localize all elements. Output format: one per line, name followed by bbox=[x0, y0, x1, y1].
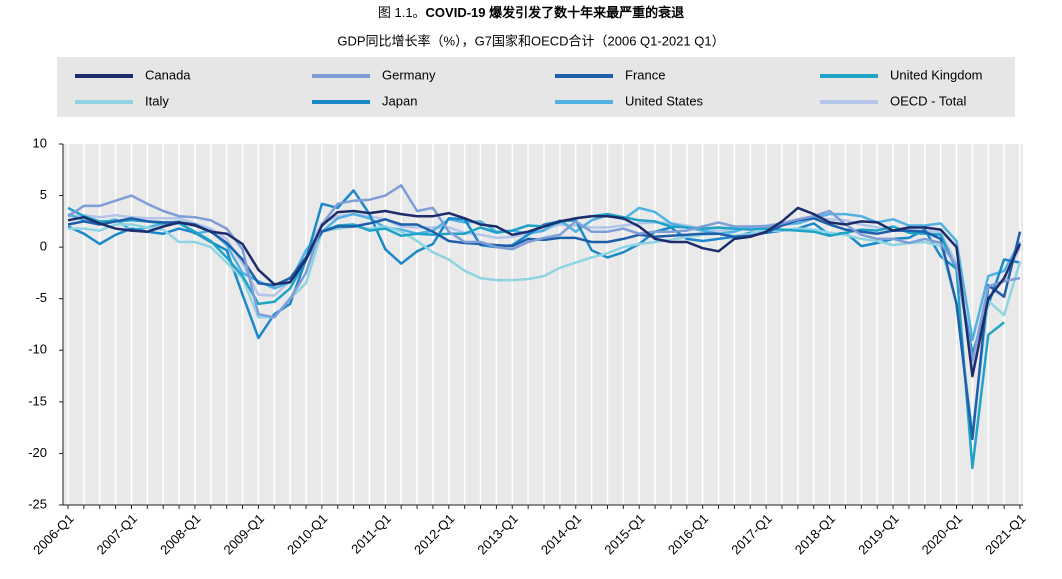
legend-label: Canada bbox=[145, 67, 191, 82]
y-tick-label: -15 bbox=[28, 393, 47, 408]
series-line bbox=[67, 206, 1022, 378]
legend-box bbox=[57, 57, 1015, 117]
plot-area bbox=[63, 144, 1023, 505]
figure-label: 图 1.1。 bbox=[378, 5, 426, 20]
chart-title: COVID-19 爆发引发了数十年来最严重的衰退 bbox=[426, 5, 685, 20]
legend-label: France bbox=[625, 67, 665, 82]
x-tick-label: 2010-Q1 bbox=[284, 511, 330, 557]
x-tick-label: 2007-Q1 bbox=[94, 511, 140, 557]
legend-label: Germany bbox=[382, 67, 436, 82]
x-tick-label: 2021-Q1 bbox=[982, 511, 1028, 557]
series-line bbox=[67, 217, 1022, 441]
legend-label: OECD - Total bbox=[890, 93, 966, 108]
series-line bbox=[67, 184, 1021, 362]
x-tick-label: 2008-Q1 bbox=[157, 511, 203, 557]
y-tick-label: -20 bbox=[28, 445, 47, 460]
series-line bbox=[67, 206, 1005, 470]
x-tick-label: 2013-Q1 bbox=[474, 511, 520, 557]
x-tick-label: 2014-Q1 bbox=[538, 511, 584, 557]
y-tick-label: -5 bbox=[35, 290, 47, 305]
legend-label: Japan bbox=[382, 93, 417, 108]
legend-label: United Kingdom bbox=[890, 67, 983, 82]
x-tick-label: 2016-Q1 bbox=[665, 511, 711, 557]
x-tick-label: 2011-Q1 bbox=[348, 511, 394, 557]
legend-label: Italy bbox=[145, 93, 169, 108]
series-line bbox=[67, 189, 1021, 355]
x-tick-label: 2015-Q1 bbox=[601, 511, 647, 557]
x-tick-label: 2006-Q1 bbox=[30, 511, 76, 557]
y-tick-label: 0 bbox=[40, 239, 47, 254]
x-tick-label: 2009-Q1 bbox=[221, 511, 267, 557]
x-tick-label: 2017-Q1 bbox=[728, 511, 774, 557]
x-tick-label: 2018-Q1 bbox=[792, 511, 838, 557]
series-line bbox=[68, 223, 1022, 435]
x-tick-label: 2019-Q1 bbox=[855, 511, 901, 557]
series-line bbox=[67, 206, 1022, 342]
x-tick-label: 2012-Q1 bbox=[411, 511, 457, 557]
y-tick-label: 5 bbox=[40, 187, 47, 202]
chart-heading: 图 1.1。COVID-19 爆发引发了数十年来最严重的衰退 bbox=[378, 5, 684, 20]
y-tick-label: 10 bbox=[33, 135, 47, 150]
y-tick-label: -10 bbox=[28, 342, 47, 357]
y-tick-label: -25 bbox=[28, 496, 47, 511]
chart-subtitle: GDP同比增长率（%），G7国家和OECD合计（2006 Q1-2021 Q1） bbox=[337, 33, 724, 48]
x-tick-label: 2020-Q1 bbox=[919, 511, 965, 557]
legend-label: United States bbox=[625, 93, 704, 108]
